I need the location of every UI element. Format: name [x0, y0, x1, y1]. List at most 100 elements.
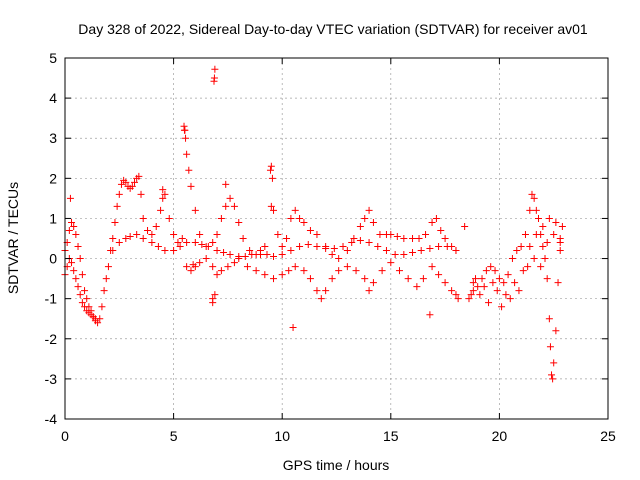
data-point: [495, 275, 503, 283]
x-tick-label: 15: [383, 428, 399, 444]
data-point: [102, 275, 110, 283]
data-point: [68, 218, 76, 226]
data-point: [361, 275, 369, 283]
data-point: [498, 303, 506, 311]
x-tick-label: 25: [600, 428, 616, 444]
data-point: [91, 315, 99, 323]
data-point: [545, 214, 553, 222]
data-point: [465, 295, 473, 303]
data-point: [356, 237, 364, 245]
data-point: [122, 235, 130, 242]
data-point: [506, 295, 514, 303]
data-point: [278, 243, 286, 251]
data-point: [211, 291, 219, 299]
data-point: [534, 214, 542, 222]
data-point: [161, 190, 169, 198]
data-point: [183, 263, 191, 271]
data-point: [122, 178, 130, 186]
data-point: [369, 279, 377, 287]
data-point: [178, 235, 186, 242]
data-point: [508, 255, 516, 263]
data-point: [159, 186, 167, 194]
data-point: [552, 218, 560, 226]
data-point: [226, 251, 234, 259]
data-point: [469, 287, 477, 295]
data-point: [491, 267, 499, 275]
data-point: [170, 230, 178, 238]
y-tick-label: 4: [49, 90, 57, 106]
data-point: [198, 241, 206, 249]
data-point: [539, 243, 547, 251]
data-point: [428, 218, 436, 226]
data-point: [296, 243, 304, 251]
data-point: [291, 206, 299, 214]
data-point: [537, 263, 545, 271]
data-point: [183, 239, 191, 247]
data-point: [524, 263, 532, 271]
data-point: [183, 150, 191, 158]
y-tick-label: 3: [49, 130, 57, 146]
data-point: [417, 247, 425, 255]
data-point: [115, 190, 123, 198]
data-point: [180, 122, 188, 130]
data-point: [378, 267, 386, 275]
data-point: [70, 267, 78, 275]
data-point: [239, 235, 247, 242]
data-point: [78, 299, 86, 307]
axis-ticks: 0 5 10 15 20 25 -4 -3 -2 -1 0 1 2 3 4 5: [45, 50, 616, 444]
data-point: [222, 202, 230, 210]
data-point: [502, 291, 510, 299]
data-point: [356, 222, 364, 230]
data-point: [267, 162, 275, 170]
data-point: [521, 230, 529, 238]
data-point: [189, 261, 197, 269]
data-point: [222, 180, 230, 188]
data-point: [66, 194, 74, 202]
data-point: [213, 271, 221, 279]
data-point: [387, 230, 395, 238]
data-point: [330, 245, 338, 253]
data-point: [545, 315, 553, 323]
data-point: [550, 359, 558, 367]
data-point: [148, 230, 156, 238]
data-point: [126, 232, 134, 240]
data-point: [504, 271, 512, 279]
data-point: [472, 275, 480, 283]
y-tick-label: 1: [49, 210, 57, 226]
y-tick-label: -1: [45, 291, 58, 307]
data-point: [554, 279, 562, 287]
data-point: [432, 214, 440, 222]
data-point: [382, 247, 390, 255]
y-tick-label: 5: [49, 50, 57, 66]
y-tick-label: -4: [45, 411, 58, 427]
data-point: [476, 291, 484, 299]
data-point: [202, 255, 210, 263]
data-point: [263, 251, 271, 259]
data-point: [78, 271, 86, 279]
data-point: [452, 291, 460, 299]
data-point: [209, 263, 217, 271]
data-point: [287, 214, 295, 222]
data-point: [274, 230, 282, 238]
data-point: [213, 230, 221, 238]
data-point: [387, 259, 395, 267]
data-point: [556, 235, 564, 242]
chart-title: Day 328 of 2022, Sidereal Day-to-day VTE…: [78, 21, 588, 37]
data-point: [485, 299, 493, 307]
data-point: [98, 303, 106, 311]
data-point: [526, 206, 534, 214]
data-point: [278, 251, 286, 259]
data-point: [304, 241, 312, 249]
data-point: [152, 222, 160, 230]
data-point: [261, 271, 269, 279]
data-point: [409, 249, 417, 257]
data-point: [489, 279, 497, 287]
data-point: [76, 255, 84, 263]
data-point: [552, 327, 560, 335]
data-point: [291, 263, 299, 271]
data-point: [241, 253, 249, 261]
data-point: [409, 235, 417, 242]
data-point: [543, 239, 551, 247]
data-point: [313, 243, 321, 251]
data-point: [70, 222, 78, 230]
